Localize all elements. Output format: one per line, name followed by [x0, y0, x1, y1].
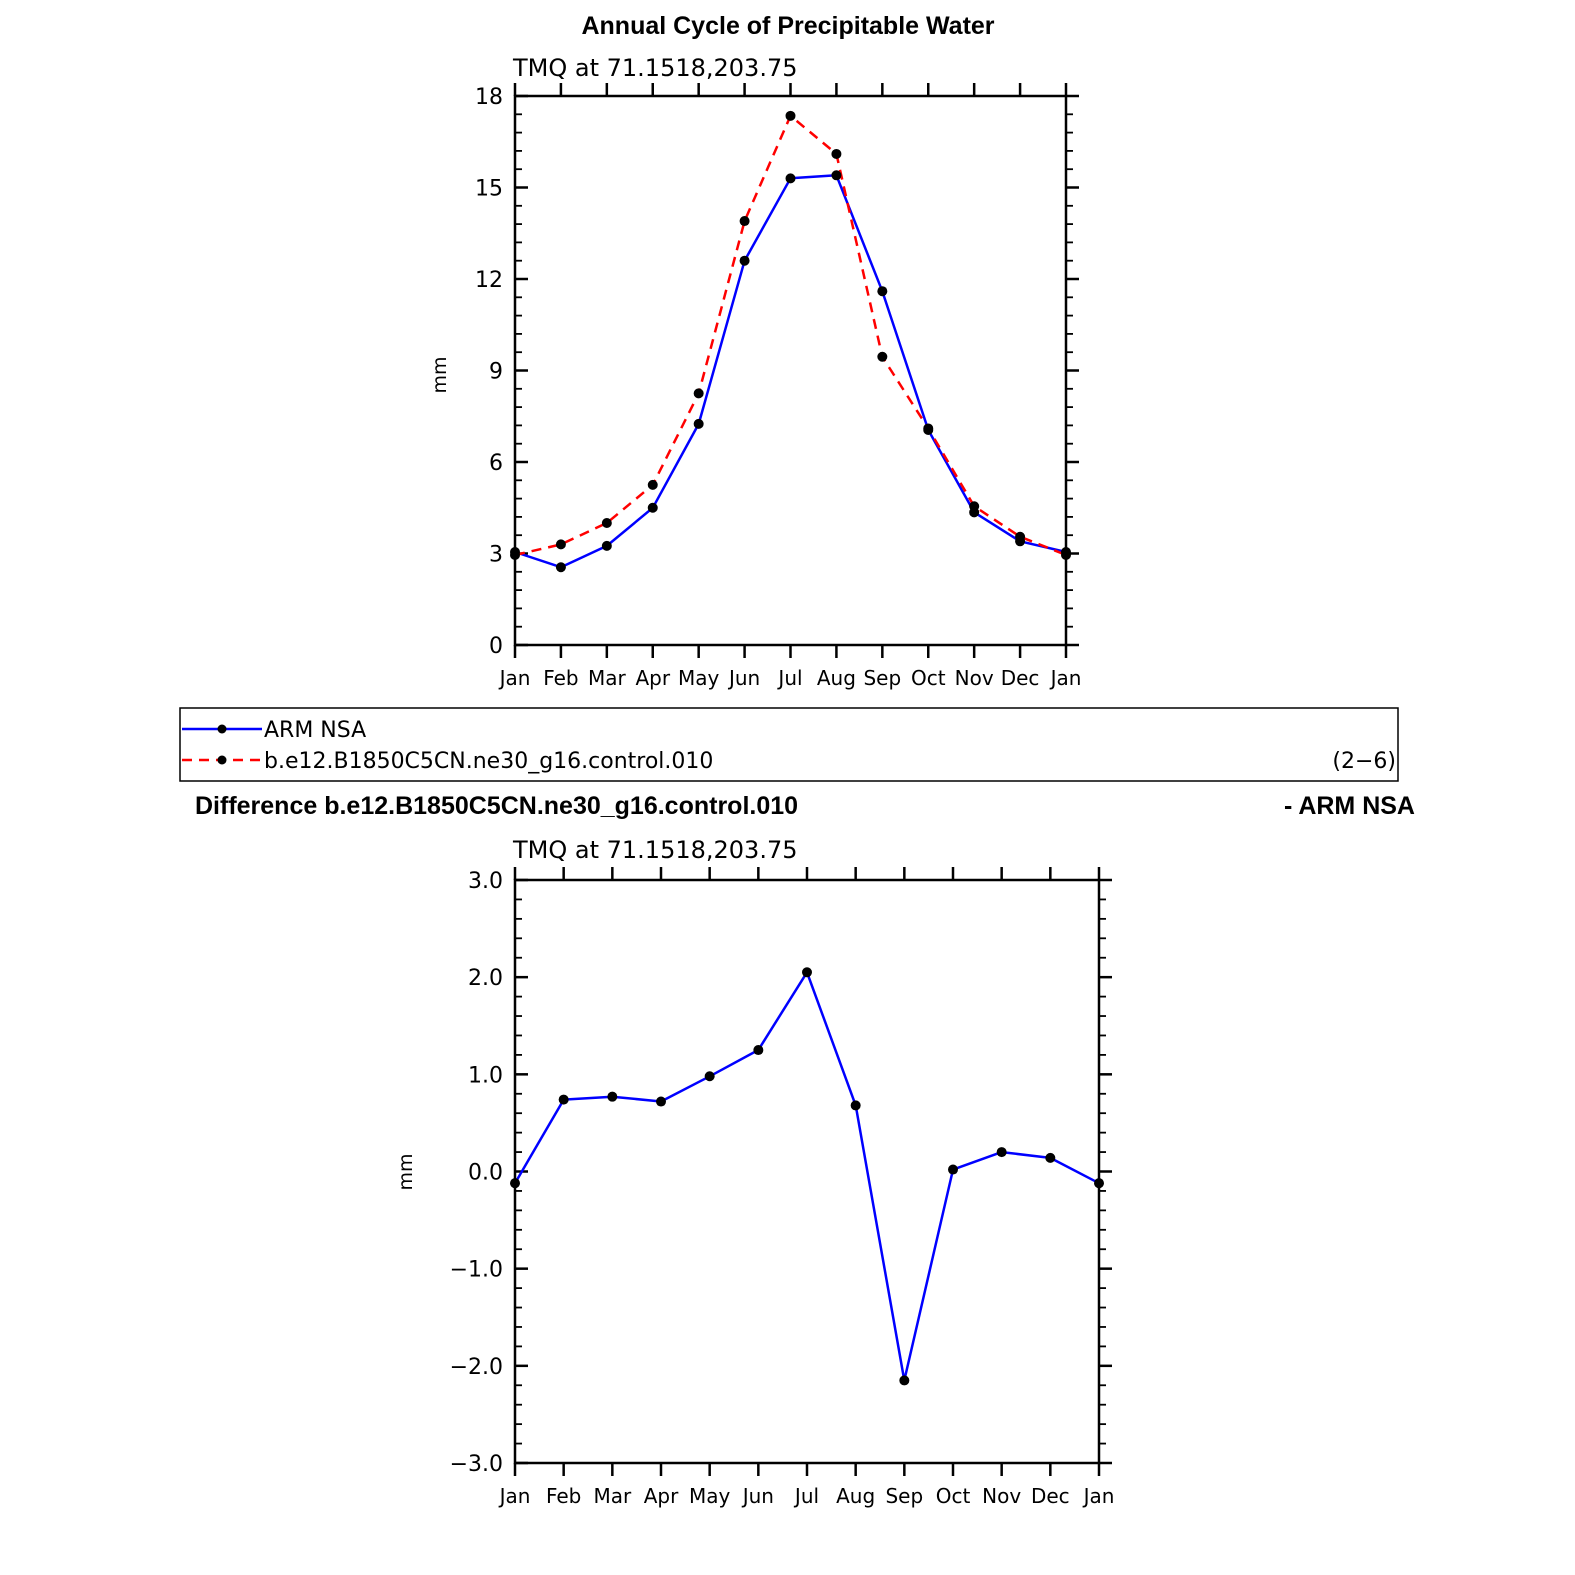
- chart1-series-0-point: [831, 170, 842, 181]
- chart1-ytick-label: 15: [475, 177, 503, 202]
- chart1-series-0-line: [514, 174, 1067, 569]
- chart2-ylabel: mm: [395, 1153, 417, 1190]
- chart2-ytick-label: 2.0: [468, 966, 503, 991]
- chart1-title: Annual Cycle of Precipitable Water: [581, 12, 994, 40]
- chart1-series-1-point: [923, 423, 934, 434]
- chart1-ytick-label: 12: [475, 268, 503, 293]
- chart1-series-1-point: [1015, 531, 1026, 542]
- chart2-series-0-line: [513, 971, 1100, 1382]
- chart2-series-0-point: [510, 1178, 520, 1189]
- chart1-series-1-point: [601, 518, 612, 528]
- chart1-xtick-label: Jun: [727, 666, 760, 690]
- chart2-xtick-label: Nov: [982, 1484, 1021, 1508]
- chart1-xtick-label: Jan: [1049, 666, 1082, 690]
- legend-entry-arm-nsa: ARM NSA: [182, 718, 366, 743]
- chart2-series-0-point: [656, 1096, 666, 1107]
- chart2-series-0-point: [802, 967, 812, 978]
- chart2-axes: −3.0 −2.0 −1.0 0.0 1.0 2.0 3.0 Jan Feb Mar Apr May J…: [450, 867, 1115, 1508]
- chart1-ytick-label: 9: [489, 360, 503, 385]
- chart2-xtick-label: Feb: [546, 1484, 581, 1508]
- chart2-xtick-label: Oct: [936, 1484, 971, 1508]
- chart1-xtick-label: Dec: [1001, 666, 1040, 690]
- chart2-xtick-label: Aug: [836, 1484, 875, 1508]
- chart1-axes: 0 3 6 9 12 15 18 Jan Feb Mar Apr May Jun Jul Aug Sep Oct…: [475, 83, 1081, 690]
- chart1-ytick-label: 6: [489, 451, 503, 476]
- chart1-series-1-point: [510, 550, 520, 561]
- legend-marker-model: [217, 755, 227, 765]
- chart2-series-0-point: [753, 1045, 764, 1056]
- chart1-series-1-point: [1061, 550, 1071, 561]
- chart1-xtick-label: Mar: [588, 666, 627, 690]
- chart1-series-0-point: [877, 286, 888, 297]
- chart1-ylabel: mm: [429, 356, 451, 393]
- chart2-subtitle: TMQ at 71.1518,203.75: [512, 836, 797, 864]
- chart1-series-1-point: [647, 479, 658, 490]
- chart2-xtick-label: Jun: [741, 1484, 774, 1508]
- chart1-xtick-label: Aug: [817, 666, 856, 690]
- chart2-xtick-label: May: [689, 1484, 731, 1508]
- chart2-xtick-label: Sep: [885, 1484, 923, 1508]
- chart2-series-0-point: [899, 1375, 910, 1386]
- legend-marker-arm-nsa: [217, 724, 227, 734]
- chart1-series-0-point: [555, 562, 566, 573]
- chart1-xtick-label: Apr: [635, 666, 670, 690]
- panel-label: (2−6): [1332, 749, 1396, 774]
- chart1-series-1-point: [877, 351, 888, 362]
- chart2-title-right: - ARM NSA: [1284, 792, 1415, 820]
- chart1-series-1-point: [969, 501, 980, 512]
- chart2-series-0-point: [558, 1094, 569, 1105]
- chart1-series-1-point: [831, 148, 842, 159]
- chart2-ytick-label: −1.0: [450, 1258, 503, 1283]
- chart2-series-0-point: [1045, 1152, 1056, 1163]
- chart1-series-0-point: [601, 540, 612, 551]
- legend-label-model: b.e12.B1850C5CN.ne30_g16.control.010: [264, 749, 713, 774]
- chart1-ytick-label: 18: [475, 85, 503, 110]
- chart2-xtick-label: Dec: [1031, 1484, 1070, 1508]
- chart2-xtick-label: Mar: [593, 1484, 632, 1508]
- chart2-ytick-label: 3.0: [468, 869, 503, 894]
- chart1-xtick-label: May: [678, 666, 720, 690]
- chart1-series-0-point: [739, 255, 750, 266]
- chart1-series-1-point: [693, 388, 704, 399]
- chart1-xtick-label: Oct: [911, 666, 946, 690]
- chart2-xtick-label: Apr: [644, 1484, 679, 1508]
- chart1-series: [510, 110, 1071, 573]
- chart1-xtick-label: Sep: [863, 666, 901, 690]
- chart2-ytick-label: −3.0: [450, 1452, 503, 1477]
- chart2-ytick-label: 1.0: [468, 1063, 503, 1088]
- chart1-ytick-label: 3: [489, 543, 503, 568]
- chart1-xtick-label: Jan: [498, 666, 531, 690]
- chart1-series-0-point: [693, 418, 704, 429]
- chart2-series-0-point: [607, 1091, 618, 1102]
- chart1-series-1-point: [785, 110, 796, 121]
- chart1-xtick-label: Feb: [543, 666, 578, 690]
- chart1-series-1-point: [739, 216, 750, 227]
- chart2-series-0-point: [704, 1071, 715, 1082]
- chart2-series-0-point: [850, 1100, 861, 1111]
- chart1-xtick-label: Nov: [955, 666, 994, 690]
- chart2-series-0-point: [948, 1164, 958, 1175]
- legend-box: [179, 707, 1399, 782]
- chart2-series-0-point: [1094, 1178, 1104, 1189]
- chart2-title-left: Difference b.e12.B1850C5CN.ne30_g16.cont…: [195, 792, 798, 820]
- chart2-xtick-label: Jan: [1082, 1484, 1115, 1508]
- chart2-ytick-label: −2.0: [450, 1355, 503, 1380]
- chart1-series-0-point: [647, 502, 658, 513]
- legend-label-arm-nsa: ARM NSA: [264, 718, 366, 743]
- chart2-xtick-label: Jan: [498, 1484, 531, 1508]
- chart2-ytick-label: 0.0: [468, 1161, 503, 1186]
- chart1-subtitle: TMQ at 71.1518,203.75: [512, 54, 797, 82]
- chart1-series-1-point: [555, 539, 566, 550]
- chart2-xtick-label: Jul: [793, 1484, 819, 1508]
- chart1-xtick-label: Jul: [776, 666, 802, 690]
- chart1-series-0-point: [785, 173, 796, 184]
- legend-entry-model: b.e12.B1850C5CN.ne30_g16.control.010: [182, 749, 713, 774]
- chart1-ytick-label: 0: [489, 634, 503, 659]
- chart2-series: [510, 967, 1104, 1386]
- chart2-series-0-point: [996, 1147, 1007, 1158]
